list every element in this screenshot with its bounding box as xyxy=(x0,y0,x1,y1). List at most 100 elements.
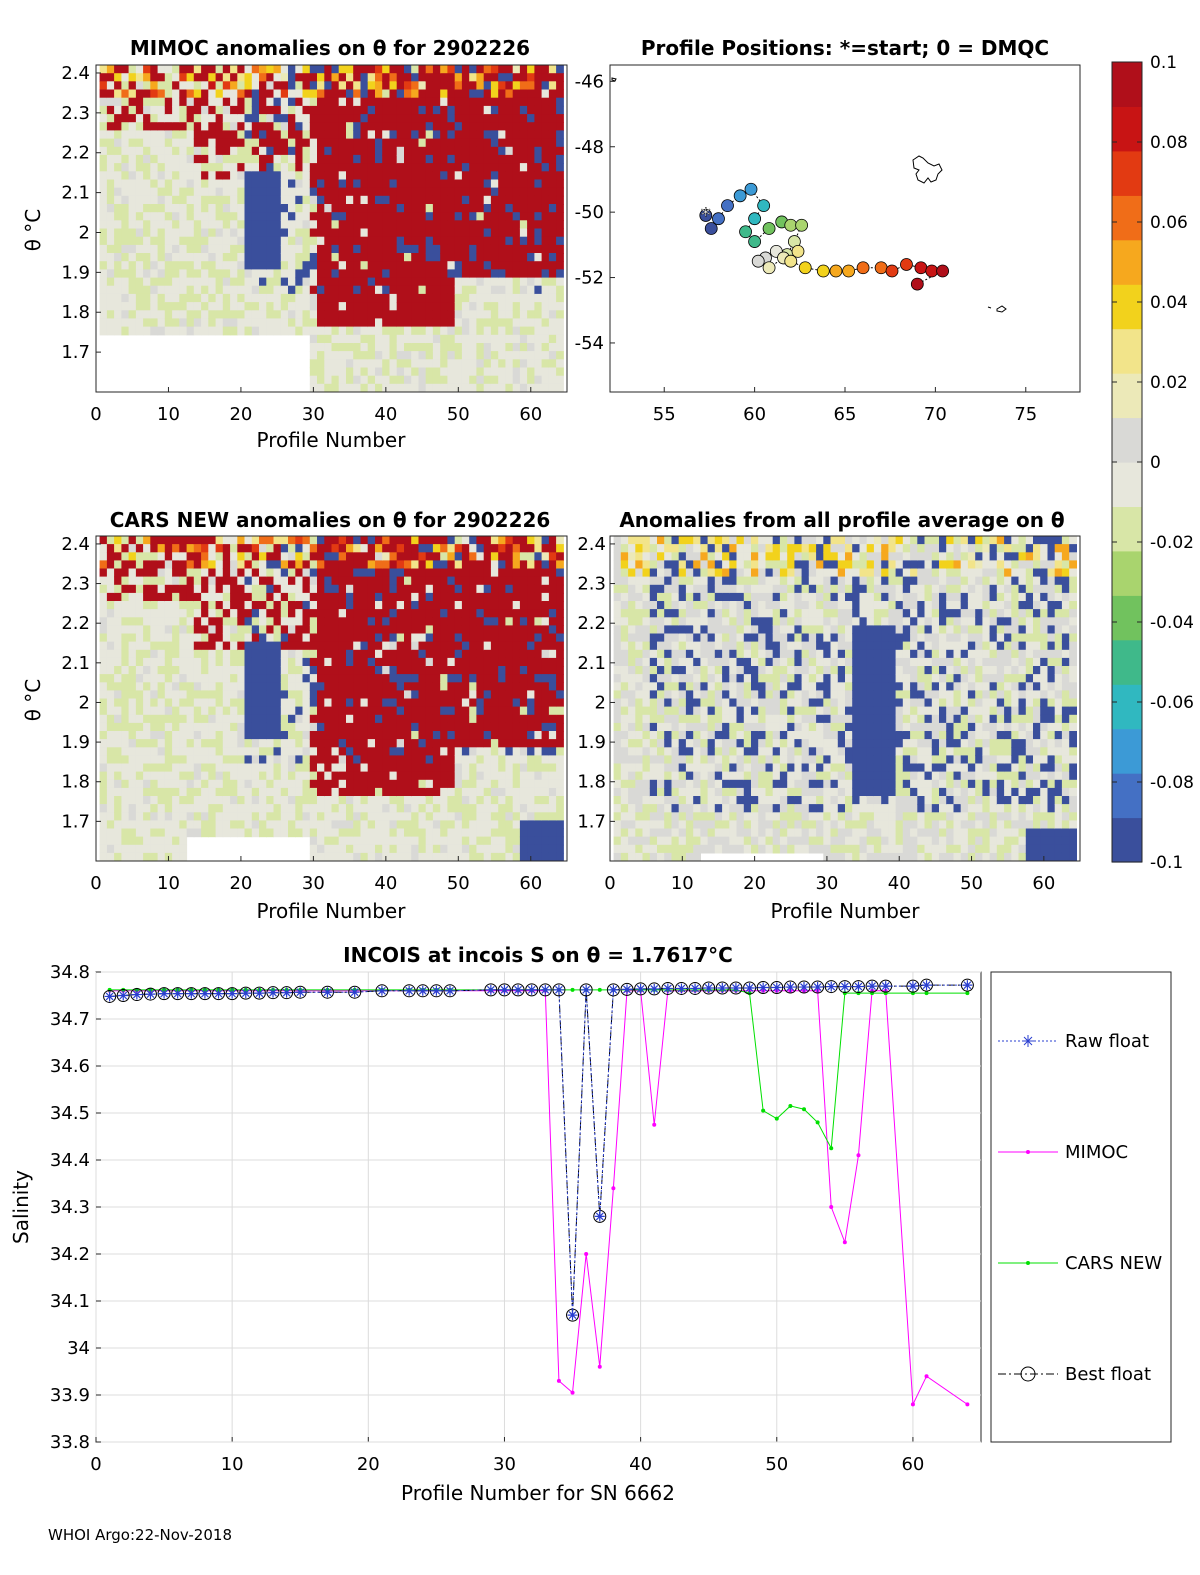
heatmap-cell xyxy=(519,65,528,74)
heatmap-cell xyxy=(389,552,398,561)
heatmap-cell xyxy=(172,706,180,716)
heatmap-cell xyxy=(389,682,398,691)
heatmap-cell xyxy=(353,65,361,74)
heatmap-cell xyxy=(382,146,390,156)
heatmap-cell xyxy=(237,244,246,254)
heatmap-cell xyxy=(375,114,383,123)
heatmap-cell xyxy=(440,674,448,683)
heatmap-cell xyxy=(135,73,144,82)
heatmap-cell xyxy=(99,844,108,854)
heatmap-cell xyxy=(389,179,398,189)
heatmap-cell xyxy=(186,690,195,700)
heatmap-cell xyxy=(186,244,195,254)
heatmap-cell xyxy=(302,179,311,189)
heatmap-cell xyxy=(230,779,238,789)
heatmap-cell xyxy=(404,796,412,805)
heatmap-cell xyxy=(519,812,528,821)
heatmap-cell xyxy=(317,302,325,311)
heatmap-cell xyxy=(490,359,499,369)
heatmap-cell xyxy=(548,609,557,618)
heatmap-cell xyxy=(389,536,398,545)
heatmap-cell xyxy=(266,204,275,213)
heatmap-cell xyxy=(367,146,376,156)
heatmap-cell xyxy=(346,779,354,789)
heatmap-cell xyxy=(418,739,427,748)
heatmap-cell xyxy=(375,560,383,570)
heatmap-cell xyxy=(505,609,514,618)
heatmap-cell xyxy=(186,195,195,205)
heatmap-cell xyxy=(121,163,130,172)
heatmap-cell xyxy=(309,584,318,594)
heatmap-cell xyxy=(382,122,390,131)
heatmap-cell xyxy=(280,755,289,765)
heatmap-cell xyxy=(454,560,463,570)
heatmap-cell xyxy=(295,277,304,287)
heatmap-cell xyxy=(309,812,318,821)
heatmap-cell xyxy=(172,171,180,181)
heatmap-cell xyxy=(208,220,217,230)
heatmap-cell xyxy=(135,609,144,618)
heatmap-cell xyxy=(476,114,485,123)
heatmap-cell xyxy=(346,65,354,74)
heatmap-cell xyxy=(469,722,477,732)
heatmap-cell xyxy=(353,130,361,140)
heatmap-cell xyxy=(186,633,195,643)
heatmap-cell xyxy=(99,739,108,748)
heatmap-cell xyxy=(541,244,550,254)
heatmap-cell xyxy=(302,244,311,254)
heatmap-cell xyxy=(208,179,217,189)
profile-position-marker xyxy=(795,218,809,232)
heatmap-cell xyxy=(230,617,238,626)
heatmap-cell xyxy=(527,657,535,667)
heatmap-cell xyxy=(411,146,419,156)
heatmap-cell xyxy=(135,544,144,553)
heatmap-cell xyxy=(382,261,390,270)
heatmap-cell xyxy=(164,318,173,328)
heatmap-cell xyxy=(317,731,325,740)
heatmap-cell xyxy=(461,236,470,246)
heatmap-cell xyxy=(172,787,180,797)
heatmap-cell xyxy=(432,617,441,626)
heatmap-cell xyxy=(432,351,441,360)
heatmap-cell xyxy=(179,609,188,618)
heatmap-cell xyxy=(121,787,130,797)
heatmap-cell xyxy=(447,310,456,320)
heatmap-cell xyxy=(215,804,224,813)
heatmap-cell xyxy=(317,261,325,270)
heatmap-cell xyxy=(106,544,115,553)
heatmap-cell xyxy=(483,73,492,82)
heatmap-cell xyxy=(375,731,383,740)
heatmap-cell xyxy=(251,560,260,570)
heatmap-cell xyxy=(259,771,267,781)
heatmap-cell xyxy=(389,755,398,765)
heatmap-cell xyxy=(396,163,405,172)
x-tick-label: 70 xyxy=(924,404,947,425)
heatmap-cell xyxy=(418,269,427,279)
heatmap-cell xyxy=(288,584,296,594)
heatmap-cell xyxy=(396,714,405,724)
heatmap-cell xyxy=(461,828,470,838)
heatmap-cell xyxy=(469,601,477,610)
heatmap-cell xyxy=(389,212,398,221)
heatmap-cell xyxy=(527,682,535,691)
heatmap-cell xyxy=(353,154,361,164)
heatmap-cell xyxy=(498,343,506,352)
heatmap-cell xyxy=(208,269,217,279)
heatmap-cell xyxy=(432,163,441,172)
heatmap-cell xyxy=(186,625,195,635)
heatmap-cell xyxy=(360,649,369,659)
heatmap-cell xyxy=(367,820,376,830)
heatmap-cell xyxy=(519,302,528,311)
heatmap-cell xyxy=(331,334,340,344)
heatmap-cell xyxy=(128,310,137,320)
heatmap-cell xyxy=(237,796,246,805)
heatmap-cell xyxy=(512,73,521,82)
heatmap-cell xyxy=(280,544,289,553)
heatmap-cell xyxy=(454,625,463,635)
heatmap-cell xyxy=(548,310,557,320)
heatmap-cell xyxy=(505,244,514,254)
heatmap-cell xyxy=(396,747,405,756)
heatmap-cell xyxy=(346,261,354,270)
heatmap-cell xyxy=(440,544,448,553)
heatmap-cell xyxy=(324,592,333,602)
